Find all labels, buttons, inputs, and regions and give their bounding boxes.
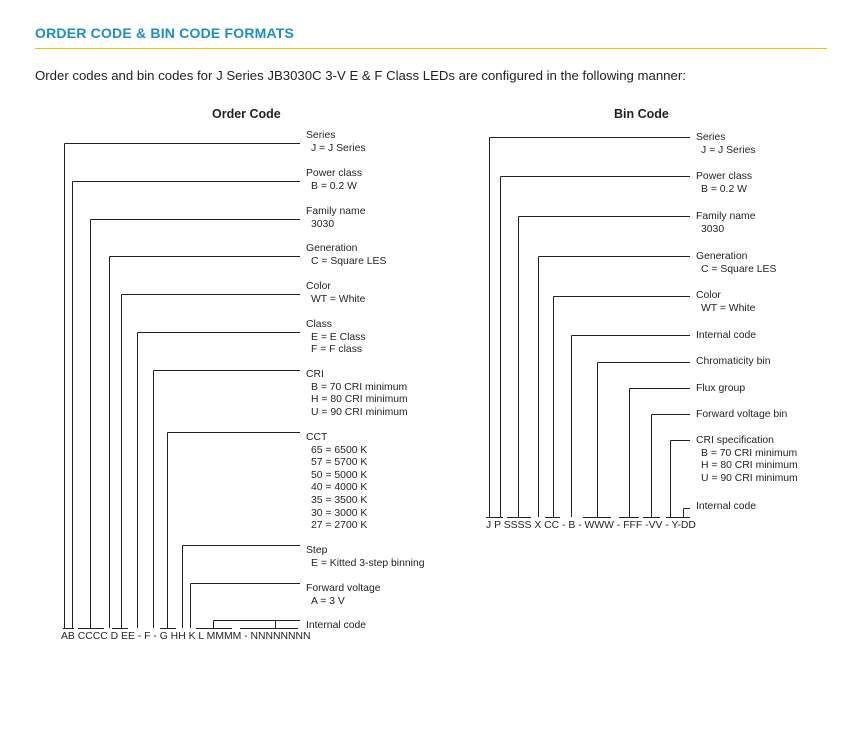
order-label-generation: Generation C = Square LES [306, 243, 387, 267]
title-divider [35, 48, 827, 49]
bin-label-family-name: Family name 3030 [696, 211, 756, 235]
bin-label-generation: Generation C = Square LES [696, 251, 777, 275]
order-label-color: Color WT = White [306, 281, 366, 305]
bin-label-forward-voltage-bin: Forward voltage bin [696, 409, 788, 420]
bin-label-cri-specification: CRI specification B = 70 CRI minimum H =… [696, 435, 798, 484]
order-code-connectors [63, 143, 300, 629]
bin-label-color: Color WT = White [696, 290, 756, 314]
order-label-family-name: Family name 3030 [306, 206, 366, 230]
bin-code-connectors [486, 137, 690, 518]
order-label-series: Series J = J Series [306, 130, 366, 154]
order-label-forward-voltage: Forward voltage A = 3 V [306, 583, 381, 607]
intro-text: Order codes and bin codes for J Series J… [35, 68, 686, 83]
section-title: ORDER CODE & BIN CODE FORMATS [35, 25, 295, 41]
order-label-power-class: Power class B = 0.2 W [306, 168, 363, 192]
bin-label-power-class: Power class B = 0.2 W [696, 171, 753, 195]
bin-code-string: J P SSSS X CC - B - WWW - FFF -VV - Y-DD [486, 520, 696, 531]
order-label-cct: CCT 65 = 6500 K 57 = 5700 K 50 = 5000 K … [306, 432, 368, 532]
order-label-class: Class E = E Class F = F class [306, 319, 366, 356]
order-label-step: Step E = Kitted 3-step binning [306, 545, 425, 569]
bin-label-series: Series J = J Series [696, 132, 756, 156]
order-label-internal-code: Internal code [306, 620, 367, 631]
bin-label-internal-code-2: Internal code [696, 501, 757, 512]
order-code-heading: Order Code [212, 107, 281, 121]
bin-label-internal-code: Internal code [696, 330, 757, 341]
order-label-cri: CRI B = 70 CRI minimum H = 80 CRI minimu… [306, 369, 408, 418]
order-code-string: AB CCCC D EE - F - G HH K L MMMM - NNNNN… [61, 631, 311, 642]
bin-label-flux-group: Flux group [696, 383, 746, 394]
bin-code-heading: Bin Code [614, 107, 669, 121]
bin-label-chromaticity-bin: Chromaticity bin [696, 356, 771, 367]
